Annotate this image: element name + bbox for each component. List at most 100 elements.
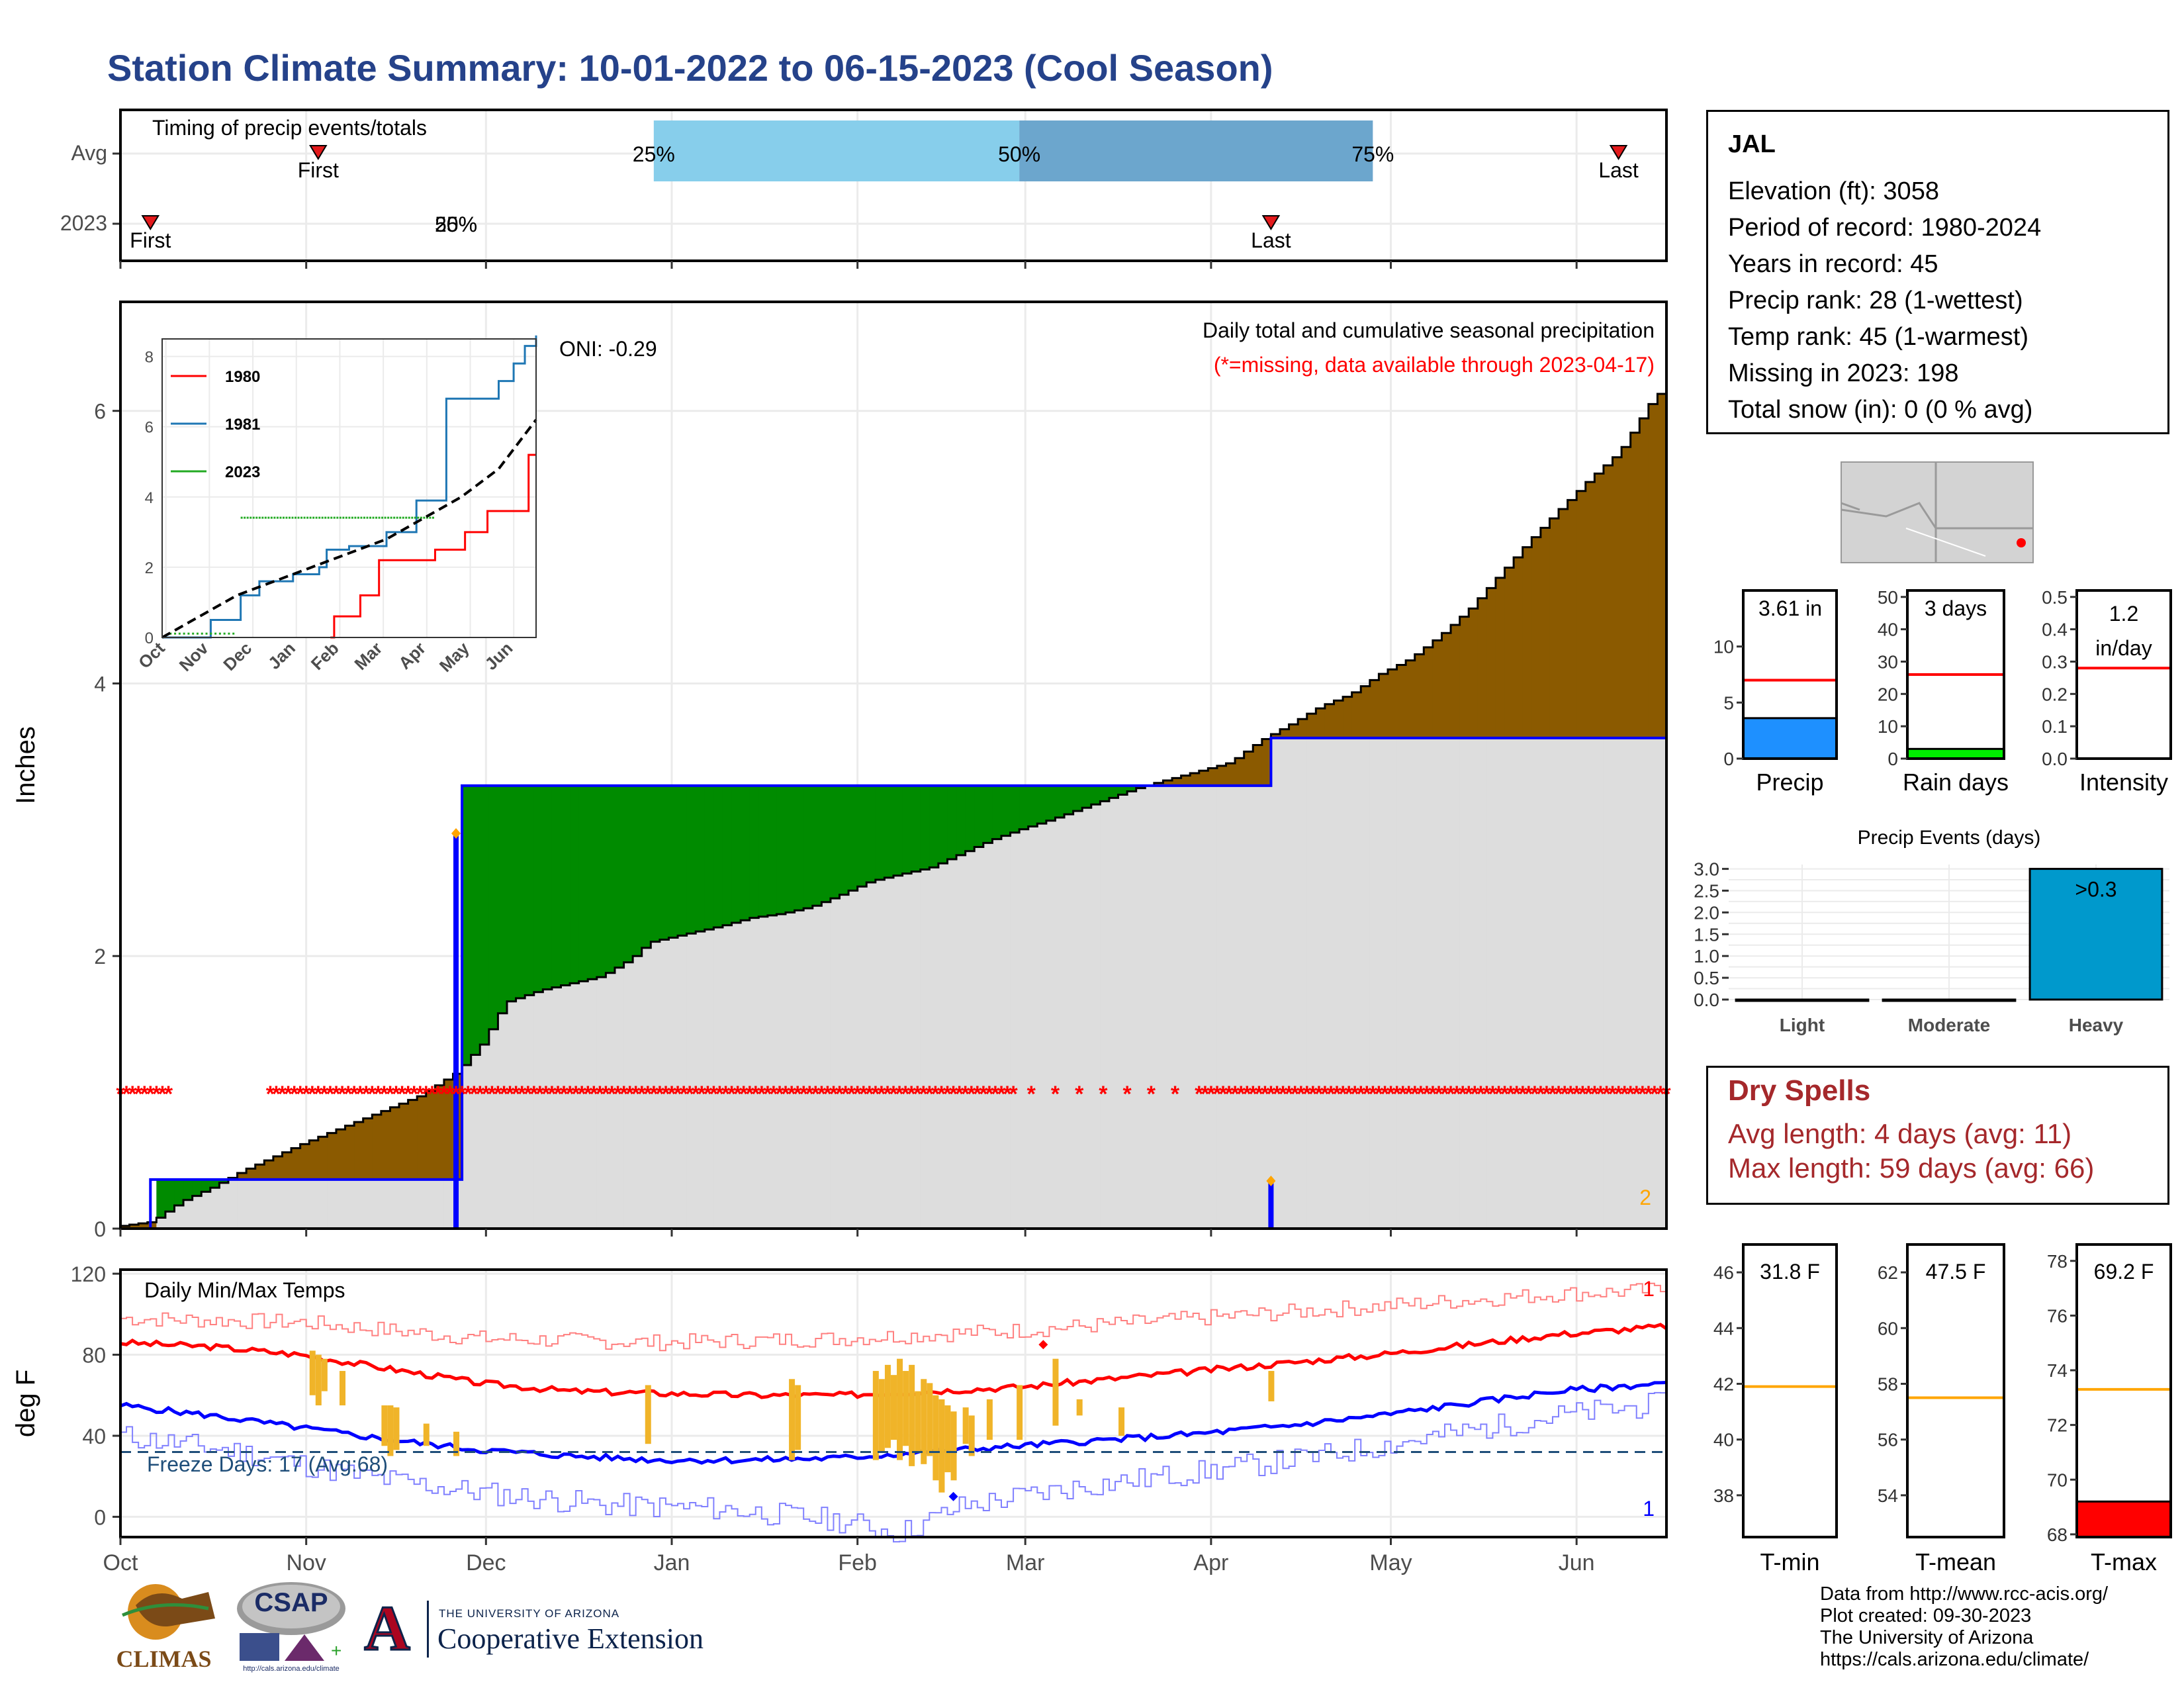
- inset-legend-label: 1981: [225, 416, 260, 434]
- precip-diff-fill: [1351, 692, 1361, 738]
- temp-anomaly-bar: [915, 1391, 921, 1452]
- precip-missing-marker: *: [433, 1082, 443, 1107]
- precip-events-panel: Light Moderate Heavy >0.3 0.00.51.01.52.02.5…: [1694, 827, 2169, 1035]
- precip-diff-fill: [1316, 708, 1326, 738]
- precip-base-fill: [614, 967, 625, 1229]
- precip-base-fill: [1351, 737, 1361, 1229]
- precip-base-fill: [372, 1179, 382, 1229]
- precip-missing-marker: *: [1320, 1082, 1330, 1107]
- precip-missing-marker: *: [1542, 1082, 1551, 1107]
- precip-missing-marker: *: [625, 1082, 635, 1107]
- precip-base-fill: [480, 1045, 490, 1229]
- precip-diff-fill: [929, 785, 939, 868]
- temp-anomaly-bar: [453, 1431, 460, 1456]
- precip-missing-marker: *: [302, 1082, 311, 1107]
- precip-base-fill: [1154, 785, 1164, 1229]
- precip-diff-fill: [659, 785, 670, 940]
- precip-diff-fill: [1253, 745, 1263, 786]
- precip-diff-fill: [120, 1225, 130, 1229]
- summary-bars: 0 5 10 Precip 0 10 20 30 40 50 Rain days 0.0 0.1 0.2 0…: [1713, 587, 2172, 796]
- precip-diff-fill: [1324, 704, 1335, 738]
- precip-base-fill: [1046, 820, 1056, 1229]
- precip-base-fill: [1073, 811, 1083, 1229]
- precip-missing-marker: *: [811, 1082, 821, 1107]
- inset-2023-point: [393, 516, 396, 519]
- precip-missing-marker: *: [1608, 1082, 1617, 1107]
- precip-diff-fill: [282, 1152, 292, 1180]
- precip-missing-marker: *: [757, 1082, 766, 1107]
- precip-missing-marker: *: [997, 1082, 1006, 1107]
- inset-2023-point: [312, 516, 315, 519]
- credit-url: https://cals.arizona.edu/climate/: [1820, 1649, 2089, 1670]
- precip-diff-fill: [255, 1164, 265, 1180]
- precip-base-fill: [570, 983, 580, 1229]
- precip-diff-fill: [1001, 785, 1011, 836]
- precip-missing-marker: *: [949, 1082, 958, 1107]
- events-ytick-label: 0.5: [1694, 968, 1719, 988]
- precip-missing-marker: *: [1291, 1082, 1300, 1107]
- precip-base-fill: [1334, 737, 1343, 1229]
- precip-base-fill: [633, 956, 643, 1229]
- precip-diff-fill: [965, 785, 975, 851]
- temp-anomaly-bar: [950, 1411, 957, 1481]
- precip-missing-marker: *: [1051, 1082, 1060, 1107]
- precip-missing-marker: *: [422, 1082, 431, 1107]
- precip-missing-marker: *: [937, 1082, 946, 1107]
- precip-missing-marker: *: [847, 1082, 856, 1107]
- precip-diff-fill: [1118, 785, 1128, 795]
- timing-p25-label: 25%: [633, 142, 675, 166]
- precip-daily-marker: [1266, 1175, 1276, 1186]
- precip-diff-fill: [1657, 393, 1667, 738]
- inset-2023-point: [402, 516, 404, 519]
- precip-base-fill: [551, 987, 562, 1229]
- temp-rank-bottom: 1: [1643, 1497, 1655, 1521]
- precip-missing-marker: *: [380, 1082, 389, 1107]
- tmin-bar-label: 31.8 F: [1760, 1260, 1820, 1284]
- inset-2023-point: [223, 632, 226, 635]
- precip-base-fill: [336, 1179, 346, 1229]
- inset-2023-point: [357, 516, 359, 519]
- precip-diff-fill: [623, 785, 633, 962]
- precip-diff-fill: [1486, 588, 1496, 738]
- precip-diff-fill: [551, 785, 562, 988]
- precip-missing-marker: *: [925, 1082, 934, 1107]
- precip-diff-fill: [678, 785, 688, 936]
- precip-diff-fill: [1379, 674, 1388, 738]
- precip-diff-fill: [363, 1118, 373, 1180]
- precip-base-fill: [165, 1211, 175, 1229]
- precip-missing-marker: *: [602, 1082, 611, 1107]
- precip-diff-fill: [974, 785, 984, 847]
- tmax-bar-label: 69.2 F: [2094, 1260, 2154, 1284]
- precip-base-fill: [219, 1182, 229, 1229]
- precip-diff-fill: [1100, 785, 1110, 802]
- precip-base-fill: [1064, 814, 1074, 1229]
- precip-diff-fill: [533, 785, 543, 992]
- month-axis-label: Apr: [1193, 1550, 1228, 1575]
- inset-2023-point: [267, 516, 270, 519]
- precip-base-fill: [686, 933, 696, 1229]
- precip-base-fill: [183, 1199, 193, 1229]
- timing-border: [119, 109, 1668, 262]
- precip-missing-marker: *: [709, 1082, 719, 1107]
- precip-base-fill: [713, 927, 723, 1229]
- precip-missing-marker: *: [1494, 1082, 1504, 1107]
- precip-diff-fill: [165, 1179, 175, 1212]
- dry-spells-avg: Avg length: 4 days (avg: 11): [1728, 1118, 2072, 1149]
- precip-base-fill: [1298, 737, 1308, 1229]
- precip-missing-marker: *: [943, 1082, 952, 1107]
- precip-missing-marker: *: [559, 1082, 569, 1107]
- precip-base-fill: [1504, 737, 1514, 1229]
- precip-missing-marker: *: [398, 1082, 407, 1107]
- inset-2023-point: [333, 516, 336, 519]
- inset-2023-point: [240, 516, 243, 519]
- month-axis-label: Dec: [466, 1550, 506, 1575]
- precip-base-fill: [1145, 785, 1155, 1229]
- precip-base-fill: [1612, 737, 1622, 1229]
- precip-diff-fill: [1091, 785, 1101, 805]
- inset-2023-point: [288, 516, 291, 519]
- precip-base-fill: [1181, 785, 1191, 1229]
- precip-diff-fill: [1594, 473, 1604, 738]
- inset-2023-point: [315, 516, 318, 519]
- precip-missing-marker: *: [727, 1082, 737, 1107]
- precip-base-fill: [588, 979, 598, 1229]
